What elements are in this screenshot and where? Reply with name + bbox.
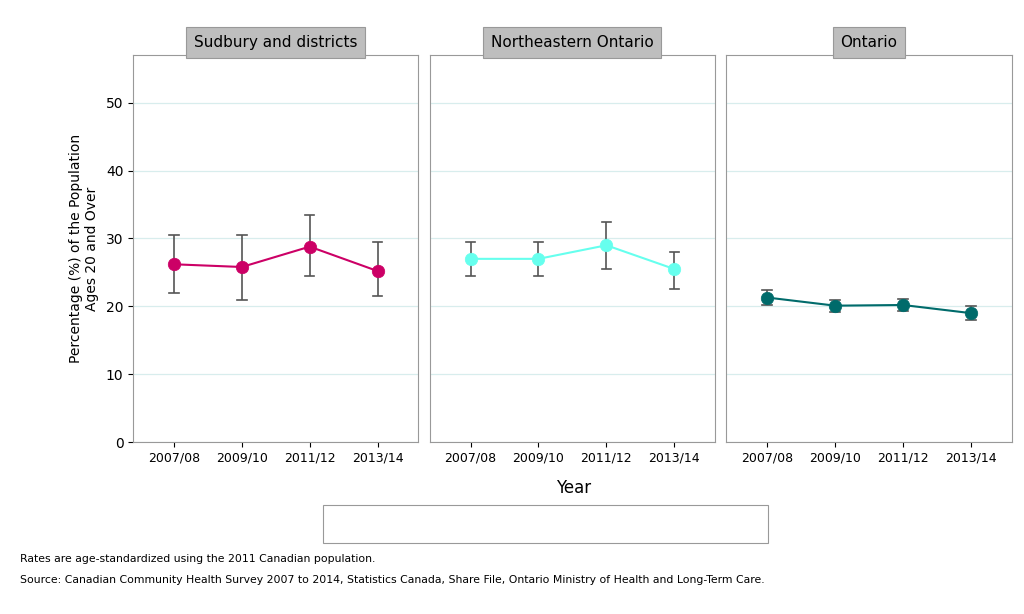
Point (759, 293, 775, 303)
Point (895, 300, 911, 310)
Point (666, 264, 682, 274)
Point (301, 242, 317, 252)
Text: Source: Canadian Community Health Survey 2007 to 2014, Statistics Canada, Share : Source: Canadian Community Health Survey… (20, 575, 765, 585)
Text: Prevalence Rate (%): Prevalence Rate (%) (387, 518, 522, 530)
Point (463, 254, 479, 264)
Point (530, 254, 547, 264)
Point (598, 240, 614, 250)
Title: Northeastern Ontario: Northeastern Ontario (492, 35, 653, 50)
Point (827, 301, 844, 311)
Point (963, 308, 979, 318)
Point (370, 266, 386, 276)
Point (348, 519, 365, 529)
Text: 95% Confidence Interval: 95% Confidence Interval (591, 518, 755, 530)
Text: Rates are age-standardized using the 2011 Canadian population.: Rates are age-standardized using the 201… (20, 554, 376, 564)
Point (166, 259, 182, 269)
Text: Year: Year (556, 479, 591, 497)
Title: Ontario: Ontario (841, 35, 898, 50)
Point (233, 262, 250, 272)
Y-axis label: Percentage (%) of the Population
Ages 20 and Over: Percentage (%) of the Population Ages 20… (69, 134, 99, 363)
Title: Sudbury and districts: Sudbury and districts (194, 35, 357, 50)
